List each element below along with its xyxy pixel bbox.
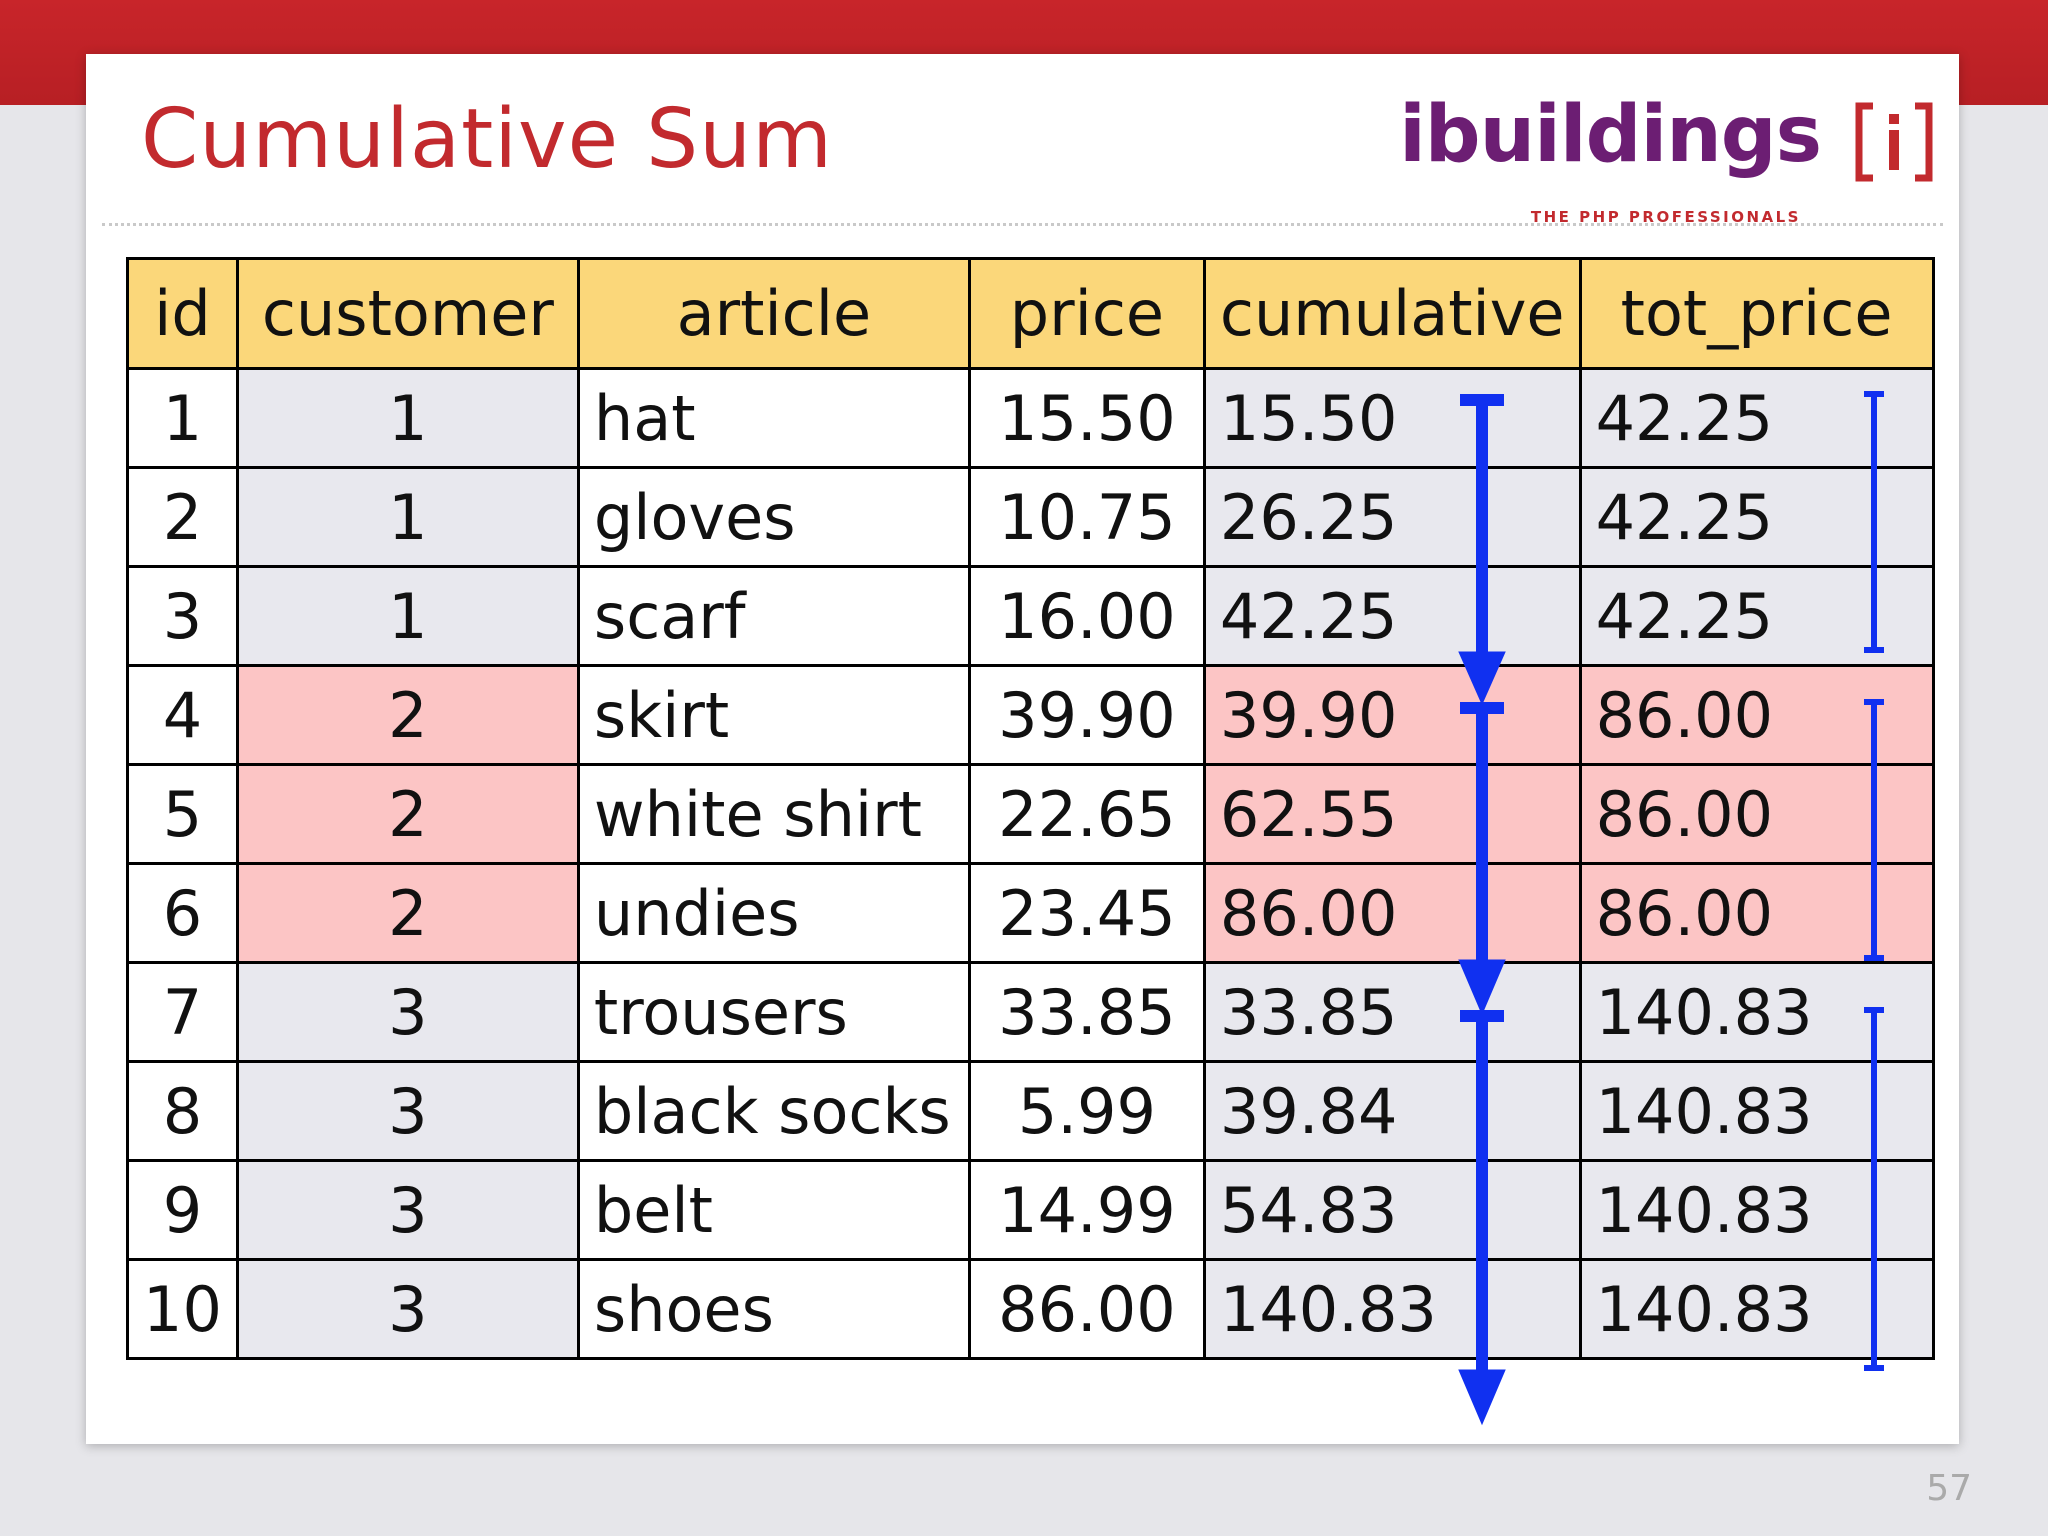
cell-article: belt bbox=[576, 1159, 971, 1261]
cell-id: 6 bbox=[126, 862, 239, 964]
cell-tot-price: 86.00 bbox=[1578, 862, 1935, 964]
cell-price: 15.50 bbox=[967, 367, 1206, 469]
header-id: id bbox=[126, 257, 239, 370]
table-row: 6 2 undies 23.45 86.00 86.00 bbox=[126, 862, 1935, 964]
cell-customer: 2 bbox=[235, 763, 580, 865]
ibuildings-logo: ibuildings THE PHP PROFESSIONALS bbox=[1399, 90, 1933, 260]
slide-title: Cumulative Sum bbox=[141, 92, 833, 187]
cell-price: 14.99 bbox=[967, 1159, 1206, 1261]
cell-price: 39.90 bbox=[967, 664, 1206, 766]
table-row: 4 2 skirt 39.90 39.90 86.00 bbox=[126, 664, 1935, 766]
cell-cumulative: 54.83 bbox=[1202, 1159, 1582, 1261]
orders-table: id customer article price cumulative tot… bbox=[126, 257, 1935, 1360]
cell-id: 5 bbox=[126, 763, 239, 865]
cell-price: 16.00 bbox=[967, 565, 1206, 667]
header-price: price bbox=[967, 257, 1206, 370]
header-customer: customer bbox=[235, 257, 580, 370]
header-cumulative: cumulative bbox=[1202, 257, 1582, 370]
table-header-row: id customer article price cumulative tot… bbox=[126, 257, 1935, 370]
slide: Cumulative Sum ibuildings THE PHP PROFES… bbox=[86, 54, 1959, 1444]
cell-article: hat bbox=[576, 367, 971, 469]
cell-price: 5.99 bbox=[967, 1060, 1206, 1162]
cell-customer: 1 bbox=[235, 565, 580, 667]
cell-id: 10 bbox=[126, 1258, 239, 1360]
cell-id: 7 bbox=[126, 961, 239, 1063]
cell-price: 86.00 bbox=[967, 1258, 1206, 1360]
table-row: 2 1 gloves 10.75 26.25 42.25 bbox=[126, 466, 1935, 568]
cell-id: 4 bbox=[126, 664, 239, 766]
cell-cumulative: 42.25 bbox=[1202, 565, 1582, 667]
cell-tot-price: 86.00 bbox=[1578, 763, 1935, 865]
table-row: 5 2 white shirt 22.65 62.55 86.00 bbox=[126, 763, 1935, 865]
cell-customer: 3 bbox=[235, 1060, 580, 1162]
cell-customer: 1 bbox=[235, 367, 580, 469]
table-row: 10 3 shoes 86.00 140.83 140.83 bbox=[126, 1258, 1935, 1360]
cell-id: 2 bbox=[126, 466, 239, 568]
cell-article: black socks bbox=[576, 1060, 971, 1162]
cell-price: 23.45 bbox=[967, 862, 1206, 964]
cell-price: 22.65 bbox=[967, 763, 1206, 865]
cell-cumulative: 62.55 bbox=[1202, 763, 1582, 865]
cell-tot-price: 140.83 bbox=[1578, 961, 1935, 1063]
cell-tot-price: 140.83 bbox=[1578, 1159, 1935, 1261]
cell-article: trousers bbox=[576, 961, 971, 1063]
cell-customer: 3 bbox=[235, 961, 580, 1063]
cell-id: 3 bbox=[126, 565, 239, 667]
cell-article: skirt bbox=[576, 664, 971, 766]
table-row: 3 1 scarf 16.00 42.25 42.25 bbox=[126, 565, 1935, 667]
header-tot-price: tot_price bbox=[1578, 257, 1935, 370]
cell-cumulative: 15.50 bbox=[1202, 367, 1582, 469]
cell-id: 8 bbox=[126, 1060, 239, 1162]
logo-bracket-icon bbox=[1855, 102, 1933, 182]
cell-customer: 1 bbox=[235, 466, 580, 568]
cell-article: shoes bbox=[576, 1258, 971, 1360]
cell-cumulative: 39.84 bbox=[1202, 1060, 1582, 1162]
cell-tot-price: 42.25 bbox=[1578, 565, 1935, 667]
table-row: 7 3 trousers 33.85 33.85 140.83 bbox=[126, 961, 1935, 1063]
cell-cumulative: 39.90 bbox=[1202, 664, 1582, 766]
cell-tot-price: 42.25 bbox=[1578, 466, 1935, 568]
table-row: 1 1 hat 15.50 15.50 42.25 bbox=[126, 367, 1935, 469]
logo-wordmark: ibuildings bbox=[1399, 90, 1822, 180]
cell-article: gloves bbox=[576, 466, 971, 568]
cell-price: 33.85 bbox=[967, 961, 1206, 1063]
cell-article: undies bbox=[576, 862, 971, 964]
cell-tot-price: 140.83 bbox=[1578, 1060, 1935, 1162]
cell-tot-price: 42.25 bbox=[1578, 367, 1935, 469]
table-row: 8 3 black socks 5.99 39.84 140.83 bbox=[126, 1060, 1935, 1162]
cell-cumulative: 140.83 bbox=[1202, 1258, 1582, 1360]
cell-price: 10.75 bbox=[967, 466, 1206, 568]
cell-customer: 2 bbox=[235, 862, 580, 964]
cell-id: 9 bbox=[126, 1159, 239, 1261]
cell-id: 1 bbox=[126, 367, 239, 469]
cell-tot-price: 86.00 bbox=[1578, 664, 1935, 766]
page-number: 57 bbox=[1926, 1468, 1972, 1509]
cell-article: white shirt bbox=[576, 763, 971, 865]
header-article: article bbox=[576, 257, 971, 370]
title-divider bbox=[102, 223, 1943, 226]
cell-customer: 3 bbox=[235, 1159, 580, 1261]
logo-tagline: THE PHP PROFESSIONALS bbox=[1530, 208, 1801, 226]
table-row: 9 3 belt 14.99 54.83 140.83 bbox=[126, 1159, 1935, 1261]
cell-cumulative: 26.25 bbox=[1202, 466, 1582, 568]
cell-customer: 2 bbox=[235, 664, 580, 766]
cell-cumulative: 33.85 bbox=[1202, 961, 1582, 1063]
cell-article: scarf bbox=[576, 565, 971, 667]
cell-tot-price: 140.83 bbox=[1578, 1258, 1935, 1360]
cell-cumulative: 86.00 bbox=[1202, 862, 1582, 964]
cell-customer: 3 bbox=[235, 1258, 580, 1360]
